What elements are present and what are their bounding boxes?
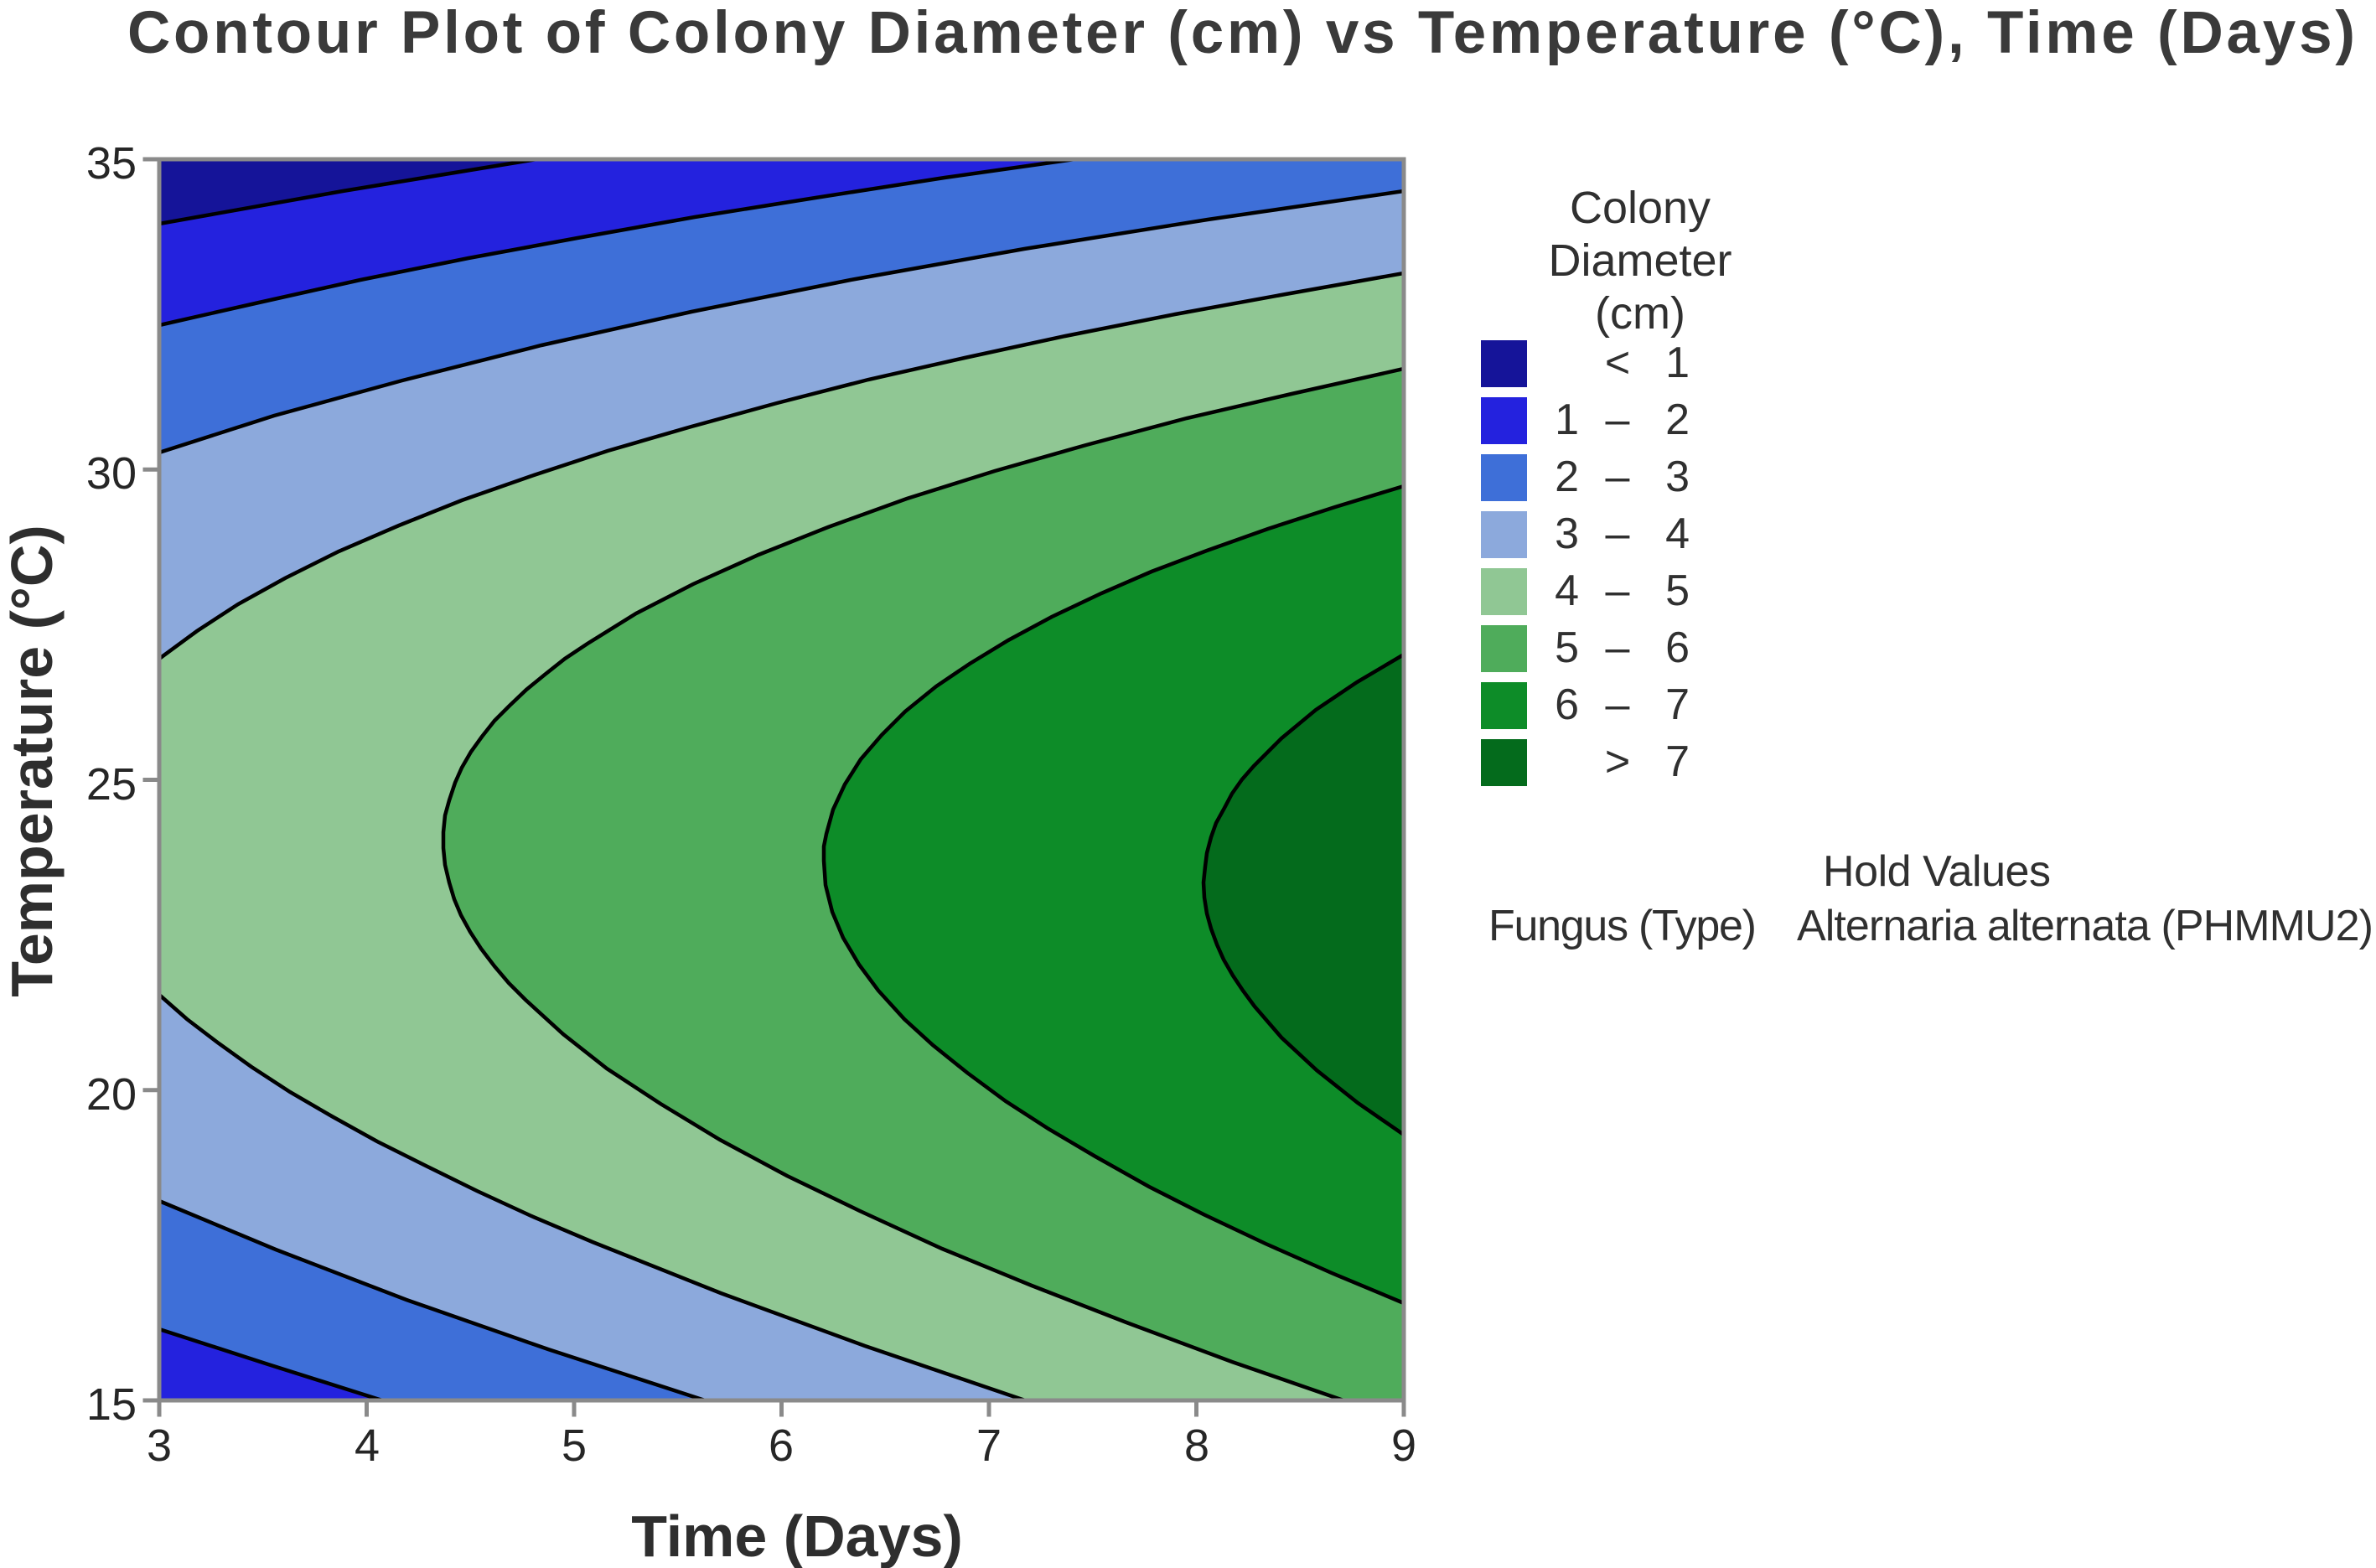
svg-text:3: 3	[1665, 453, 1690, 501]
svg-text:20: 20	[86, 1069, 137, 1120]
svg-text:5: 5	[1665, 567, 1690, 615]
svg-text:3: 3	[1555, 510, 1579, 558]
svg-text:6: 6	[769, 1421, 794, 1471]
svg-text:2: 2	[1555, 453, 1579, 501]
svg-text:–: –	[1606, 567, 1630, 615]
svg-text:4: 4	[1665, 510, 1690, 558]
svg-text:4: 4	[355, 1421, 380, 1471]
svg-text:Fungus (Type): Fungus (Type)	[1488, 902, 1757, 950]
svg-text:Temperature (°C): Temperature (°C)	[0, 525, 65, 996]
svg-text:Colony: Colony	[1570, 183, 1711, 233]
svg-text:30: 30	[86, 448, 137, 499]
svg-text:1: 1	[1555, 396, 1579, 444]
svg-text:(cm): (cm)	[1595, 288, 1685, 339]
svg-text:7: 7	[1665, 737, 1690, 786]
svg-text:15: 15	[86, 1379, 137, 1430]
svg-text:–: –	[1606, 681, 1630, 729]
svg-text:Alternaria alternata (PHMMU2): Alternaria alternata (PHMMU2)	[1797, 902, 2373, 950]
svg-text:–: –	[1606, 510, 1630, 558]
svg-text:–: –	[1606, 624, 1630, 672]
svg-text:>: >	[1605, 737, 1630, 786]
svg-text:2: 2	[1665, 396, 1690, 444]
svg-text:9: 9	[1391, 1421, 1416, 1471]
svg-text:8: 8	[1184, 1421, 1209, 1471]
svg-text:Hold Values: Hold Values	[1823, 847, 2051, 896]
svg-text:<: <	[1605, 339, 1630, 387]
svg-text:4: 4	[1555, 567, 1579, 615]
svg-text:35: 35	[86, 138, 137, 189]
svg-text:Contour Plot of Colony Diamete: Contour Plot of Colony Diameter (cm) vs …	[127, 0, 2355, 66]
svg-text:7: 7	[1665, 681, 1690, 729]
svg-text:–: –	[1606, 453, 1630, 501]
svg-text:3: 3	[147, 1421, 172, 1471]
svg-text:1: 1	[1665, 339, 1690, 387]
svg-text:6: 6	[1665, 624, 1690, 672]
svg-text:5: 5	[562, 1421, 587, 1471]
svg-text:Diameter: Diameter	[1548, 235, 1732, 286]
svg-text:–: –	[1606, 396, 1630, 444]
svg-text:6: 6	[1555, 681, 1579, 729]
svg-text:5: 5	[1555, 624, 1579, 672]
svg-text:7: 7	[976, 1421, 1002, 1471]
svg-text:Time (Days): Time (Days)	[631, 1503, 963, 1568]
svg-text:25: 25	[86, 759, 137, 810]
